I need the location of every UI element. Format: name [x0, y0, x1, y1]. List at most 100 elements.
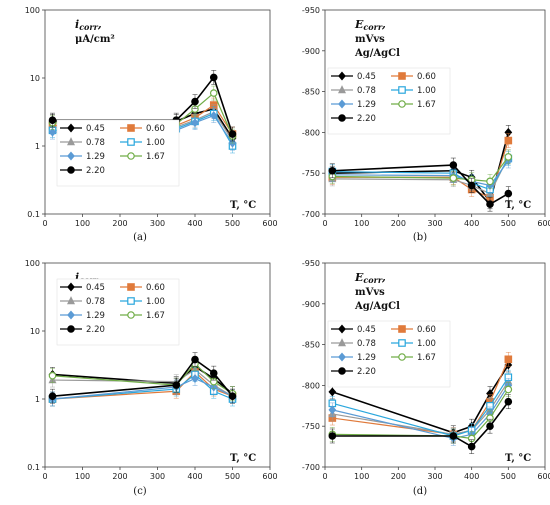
legend-label: 1.29 [357, 100, 376, 110]
legend-label: 1.67 [417, 100, 436, 110]
legend-swatch-marker [338, 352, 346, 362]
legend-label: 0.45 [357, 72, 376, 82]
legend-swatch-marker [67, 282, 75, 292]
data-point [467, 442, 476, 451]
legend-label: 0.60 [146, 283, 165, 293]
data-point [172, 381, 181, 389]
data-point [209, 89, 218, 97]
data-point [504, 136, 513, 145]
data-point [48, 116, 57, 124]
legend-label: 2.20 [357, 114, 376, 124]
legend-swatch-marker [338, 367, 346, 375]
legend-swatch-marker [398, 353, 406, 361]
legend-item: 1.00 [120, 138, 165, 148]
legend-item: 0.78 [60, 137, 105, 148]
data-point [449, 161, 458, 169]
y-tick-label: -900 [302, 300, 320, 309]
x-tick-label: 600 [537, 219, 550, 228]
x-tick-label: 0 [42, 219, 47, 228]
legend-item: 1.29 [331, 99, 376, 110]
x-tick-label: 400 [187, 472, 202, 481]
legend-swatch-marker [338, 99, 346, 109]
legend-swatch-marker [67, 166, 75, 174]
data-point [191, 118, 199, 128]
legend-swatch-marker [338, 71, 346, 81]
legend: 0.45 0.60 0.78 1.00 1.29 1.67 2.20 [56, 278, 180, 346]
y-tick-label: -750 [302, 169, 320, 178]
legend: 0.45 0.60 0.78 1.00 1.29 1.67 2.20 [56, 119, 180, 187]
legend-swatch-marker [66, 296, 76, 305]
legend-label: 1.67 [146, 152, 165, 162]
legend-label: 1.29 [86, 152, 105, 162]
x-tick-label: 400 [464, 472, 479, 481]
x-tick-label: 0 [42, 472, 47, 481]
y-tick-label: -950 [302, 6, 320, 15]
legend-swatch-marker [127, 283, 135, 291]
y-tick-label: 1 [35, 142, 40, 151]
legend-swatch-marker [338, 324, 346, 334]
y-tick-label: 100 [25, 6, 40, 15]
data-point [504, 355, 513, 364]
legend-label: 0.45 [86, 124, 105, 134]
data-point [48, 127, 57, 137]
legend-label: 0.60 [417, 325, 436, 335]
y-tick-label: -800 [302, 381, 320, 390]
legend-label: 0.45 [357, 325, 376, 335]
y-tick-label: 100 [25, 259, 40, 268]
data-point [449, 432, 458, 440]
y-axis-label: Ecorr, [354, 18, 386, 32]
legend-item: 1.00 [391, 339, 436, 349]
legend-item: 0.60 [391, 325, 436, 335]
legend-label: 2.20 [86, 166, 105, 176]
legend-swatch-marker [398, 86, 406, 94]
legend-swatch-marker [127, 152, 135, 160]
legend-swatch-marker [398, 339, 406, 347]
legend-box [327, 320, 451, 388]
data-point [191, 97, 199, 106]
legend-label: 0.60 [417, 72, 436, 82]
x-tick-label: 300 [427, 472, 442, 481]
x-tick-label: 0 [322, 219, 327, 228]
data-point [486, 177, 494, 186]
data-point [504, 189, 513, 198]
data-point [328, 387, 337, 397]
data-point [228, 130, 237, 138]
chart-c: 0.11101000100200300400500600icorr,μA/cm²… [25, 259, 278, 497]
legend-label: 1.00 [417, 86, 436, 96]
x-tick-label: 500 [225, 472, 240, 481]
data-point [48, 371, 57, 380]
legend-item: 0.45 [331, 324, 376, 335]
x-tick-label: 200 [112, 219, 127, 228]
legend-box [56, 119, 180, 187]
x-tick-label: 200 [391, 472, 406, 481]
y-tick-label: -700 [302, 210, 320, 219]
legend-label: 1.29 [357, 353, 376, 363]
legend-item: 1.29 [331, 352, 376, 363]
legend-swatch-marker [67, 151, 75, 161]
y-tick-label: -700 [302, 463, 320, 472]
legend-swatch-marker [398, 100, 406, 108]
y-axis-label-line: mVvs [355, 34, 385, 45]
series-1.00 [328, 151, 513, 197]
data-point [328, 432, 337, 440]
legend-item: 1.29 [60, 151, 105, 162]
x-tick-label: 200 [391, 219, 406, 228]
x-tick-label: 600 [262, 219, 277, 228]
legend-swatch-marker [67, 123, 75, 133]
chart-a: 0.1 1 10 100 0 100 200 300 400 500 600 icorr, μA/cm²… [25, 6, 278, 243]
y-tick-label: 1 [35, 395, 40, 404]
x-tick-label: 100 [354, 472, 369, 481]
data-point [48, 392, 57, 400]
y-tick-label: -750 [302, 422, 320, 431]
series-1.00 [48, 367, 237, 407]
x-tick-label: 300 [150, 472, 165, 481]
legend-item: 2.20 [60, 166, 105, 176]
legend-item: 1.00 [120, 297, 165, 307]
x-tick-label: 500 [501, 472, 516, 481]
data-point [467, 181, 476, 190]
legend-swatch-marker [337, 85, 347, 94]
legend-label: 1.00 [146, 138, 165, 148]
legend-label: 2.20 [357, 367, 376, 377]
